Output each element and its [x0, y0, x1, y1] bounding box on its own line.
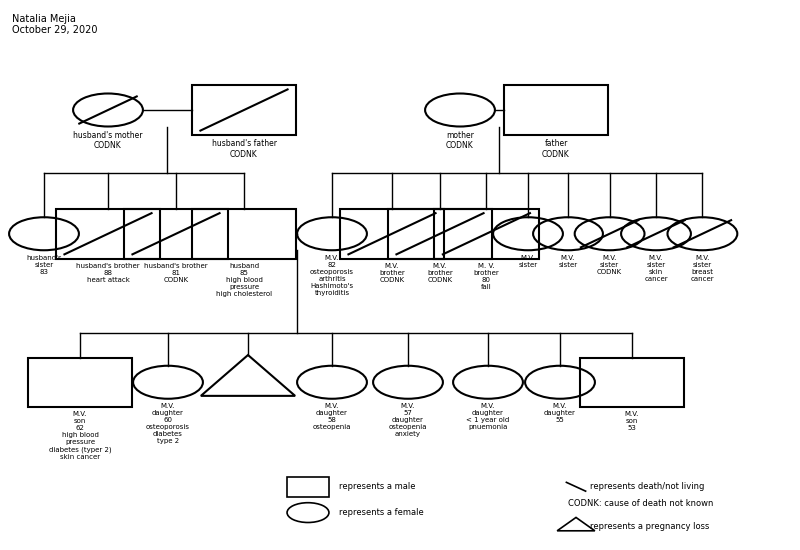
Text: M.V.
son
53: M.V. son 53 [625, 411, 639, 431]
Text: M.V.
brother
CODNK: M.V. brother CODNK [379, 263, 405, 283]
Text: represents death/not living: represents death/not living [590, 482, 705, 491]
Text: represents a female: represents a female [338, 508, 423, 517]
Text: M.V.
daughter
58
osteopenia: M.V. daughter 58 osteopenia [313, 403, 351, 430]
Bar [388, 209, 492, 258]
Bar [56, 209, 160, 258]
Text: CODNK: cause of death not known: CODNK: cause of death not known [568, 499, 714, 508]
Text: M.V.
sister
breast
cancer: M.V. sister breast cancer [690, 255, 714, 282]
Text: M. V.
brother
80
fall: M. V. brother 80 fall [474, 263, 499, 290]
Text: M.V.
daughter
60
osteoporosis
diabetes
type 2: M.V. daughter 60 osteoporosis diabetes t… [146, 403, 190, 444]
Text: represents a pregnancy loss: represents a pregnancy loss [590, 522, 710, 531]
Bar [287, 477, 329, 497]
Text: father
CODNK: father CODNK [542, 139, 570, 158]
Text: M.V.
son
62
high blood
pressure
diabetes (typer 2)
skin cancer: M.V. son 62 high blood pressure diabetes… [49, 411, 111, 460]
Bar [340, 209, 444, 258]
Text: husband
85
high blood
pressure
high cholesterol: husband 85 high blood pressure high chol… [216, 263, 272, 297]
Text: M.V.
daughter
55: M.V. daughter 55 [544, 403, 576, 423]
Text: husband's brother
88
heart attack: husband's brother 88 heart attack [76, 263, 140, 283]
Bar [192, 209, 296, 258]
Text: husband's father
CODNK: husband's father CODNK [211, 139, 277, 158]
Text: M.V.
sister
CODNK: M.V. sister CODNK [597, 255, 622, 274]
Text: M.V.
57
daughter
osteopenia
anxiety: M.V. 57 daughter osteopenia anxiety [389, 403, 427, 437]
Text: mother
CODNK: mother CODNK [446, 131, 474, 150]
Bar [28, 358, 132, 407]
Text: M.V.
brother
CODNK: M.V. brother CODNK [427, 263, 453, 283]
Text: M.V.
sister: M.V. sister [558, 255, 578, 268]
Text: M.V.
sister: M.V. sister [518, 255, 538, 268]
Bar [124, 209, 228, 258]
Text: represents a male: represents a male [338, 482, 415, 491]
Text: husband's mother
CODNK: husband's mother CODNK [74, 131, 142, 150]
Text: M.V.
82
osteoporosis
arthritis
Hashimoto's
thyroiditis: M.V. 82 osteoporosis arthritis Hashimoto… [310, 255, 354, 296]
Bar [192, 85, 296, 135]
Bar [504, 85, 608, 135]
Text: husband's brother
81
CODNK: husband's brother 81 CODNK [144, 263, 208, 283]
Bar [580, 358, 684, 407]
Text: M.V.
daughter
< 1 year old
pnuemonia: M.V. daughter < 1 year old pnuemonia [466, 403, 510, 430]
Bar [434, 209, 538, 258]
Text: husband's
sister
83: husband's sister 83 [26, 255, 62, 274]
Text: M.V.
sister
skin
cancer: M.V. sister skin cancer [644, 255, 668, 282]
Text: Natalia Mejia
October 29, 2020: Natalia Mejia October 29, 2020 [12, 14, 98, 35]
